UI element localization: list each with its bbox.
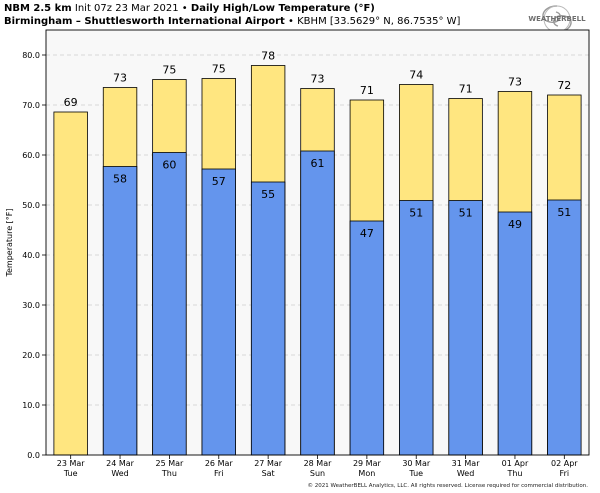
low-temp-label: 61: [311, 157, 325, 170]
x-tick-label-weekday: Wed: [111, 469, 128, 478]
x-tick-label-date: 25 Mar: [155, 459, 184, 468]
y-tick-label: 70.0: [22, 101, 40, 110]
x-tick-label-date: 31 Mar: [452, 459, 481, 468]
station-bullet: •: [288, 16, 294, 27]
high-temp-label: 75: [162, 64, 176, 77]
low-temp-bar: [547, 199, 582, 456]
x-tick-label-date: 28 Mar: [304, 459, 333, 468]
low-temp-bar: [448, 200, 483, 456]
high-temp-label: 73: [311, 73, 325, 86]
x-tick-label-weekday: Mon: [358, 469, 375, 478]
x-tick-label-date: 02 Apr: [551, 459, 578, 468]
station-line: Birmingham – Shuttlesworth International…: [4, 16, 460, 28]
high-temp-label: 78: [261, 50, 275, 63]
x-tick-label-weekday: Fri: [560, 469, 570, 478]
high-temp-bar: [53, 111, 88, 456]
high-temp-label: 69: [64, 96, 78, 109]
high-temp-label: 71: [459, 83, 473, 96]
low-temp-bar: [300, 150, 335, 456]
low-temp-label: 51: [459, 207, 473, 220]
x-tick-label-weekday: Fri: [214, 469, 224, 478]
x-tick-label-date: 24 Mar: [106, 459, 135, 468]
title-bullet: •: [181, 3, 188, 14]
low-temp-label: 51: [409, 207, 423, 220]
high-temp-label: 72: [557, 79, 571, 92]
low-temp-bar: [250, 181, 286, 456]
x-tick-label-weekday: Sun: [310, 469, 325, 478]
x-tick-label-date: 29 Mar: [353, 459, 382, 468]
copyright-notice: © 2021 WeatherBELL Analytics, LLC. All r…: [307, 483, 588, 489]
low-temp-bar: [399, 200, 434, 456]
x-tick-label-weekday: Thu: [506, 469, 522, 478]
high-temp-label: 75: [212, 63, 226, 76]
x-tick-label-date: 30 Mar: [402, 459, 431, 468]
bars: [53, 65, 582, 456]
station-meta: KBHM [33.5629° N, 86.7535° W]: [297, 16, 461, 27]
plot-frame: [45, 29, 590, 456]
x-tick-label-weekday: Tue: [63, 469, 78, 478]
x-tick-label-weekday: Sat: [262, 469, 275, 478]
low-temp-label: 57: [212, 175, 226, 188]
x-tick-label-weekday: Wed: [457, 469, 474, 478]
high-temp-label: 73: [508, 76, 522, 89]
x-tick-label-date: 27 Mar: [254, 459, 283, 468]
y-tick-label: 40.0: [22, 251, 40, 260]
low-temp-label: 47: [360, 227, 374, 240]
low-temp-bar: [152, 152, 187, 456]
y-tick-label: 50.0: [22, 201, 40, 210]
low-temp-bar: [497, 211, 533, 456]
high-temp-label: 74: [409, 69, 423, 82]
y-tick-label: 0.0: [27, 451, 40, 460]
y-tick-label: 10.0: [22, 401, 40, 410]
low-temp-bar: [349, 220, 385, 456]
low-temp-label: 55: [261, 188, 275, 201]
y-tick-label: 30.0: [22, 301, 40, 310]
x-tick-label-date: 01 Apr: [502, 459, 529, 468]
high-temp-label: 71: [360, 84, 374, 97]
station-name: Birmingham – Shuttlesworth International…: [4, 16, 285, 27]
low-temp-bar: [201, 168, 236, 456]
low-temp-label: 51: [557, 206, 571, 219]
data-labels: 69 73 58 75 60 75 57 78 55 73 61 71 47 74 51 71 51 73 49 72…: [64, 50, 572, 241]
logo-text: WEATHERBELL: [528, 15, 586, 23]
chart-title-line: NBM 2.5 km Init 07z 23 Mar 2021 • Daily …: [4, 3, 375, 15]
y-tick-label: 80.0: [22, 51, 40, 60]
low-temp-label: 58: [113, 173, 127, 186]
low-temp-label: 49: [508, 218, 522, 231]
low-temp-bar: [102, 166, 138, 456]
low-temp-label: 60: [162, 159, 176, 172]
x-tick-label-weekday: Tue: [408, 469, 423, 478]
x-tick-label-date: 26 Mar: [205, 459, 234, 468]
product-name: Daily High/Low Temperature (°F): [190, 3, 375, 14]
axes: 0.0 10.0 20.0 30.0 40.0 50.0 60.0 70.0 80.0 23 Ma…: [22, 29, 590, 478]
y-axis-label: Temperature [°F]: [5, 208, 14, 277]
init-time: Init 07z 23 Mar 2021: [74, 3, 179, 14]
model-name: NBM 2.5 km: [4, 3, 72, 14]
x-tick-label-date: 23 Mar: [57, 459, 86, 468]
high-temp-label: 73: [113, 72, 127, 85]
y-tick-label: 60.0: [22, 151, 40, 160]
y-tick-label: 20.0: [22, 351, 40, 360]
x-tick-label-weekday: Thu: [161, 469, 177, 478]
